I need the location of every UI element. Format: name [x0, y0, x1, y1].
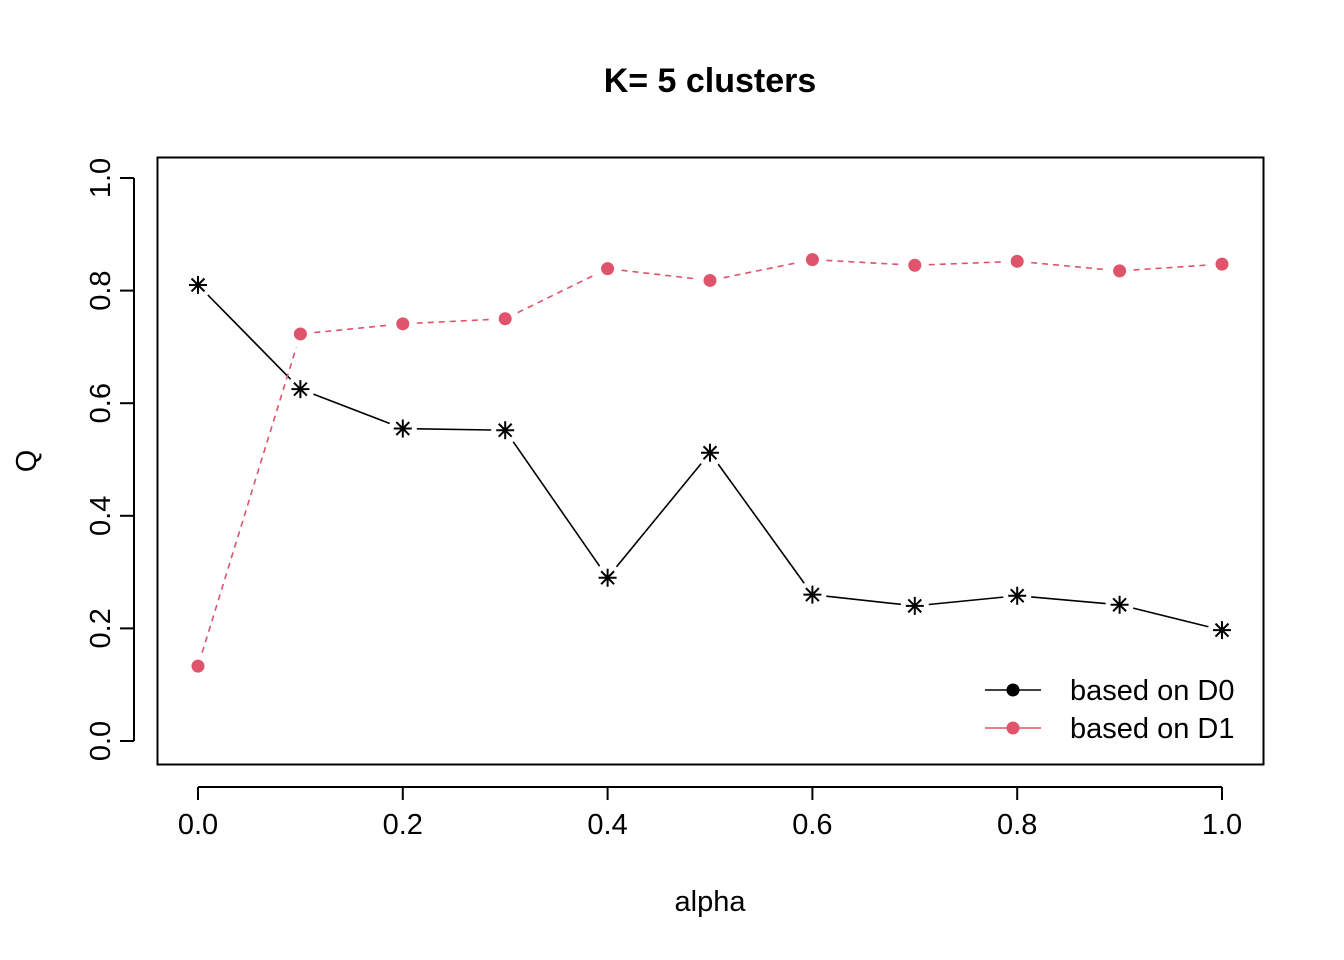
series-segment [717, 463, 805, 584]
series-segment [512, 441, 601, 567]
y-axis-label: Q [11, 450, 43, 473]
asterisk-stroke [498, 423, 513, 438]
plot-area-border [156, 156, 1265, 766]
asterisk-stroke [702, 445, 718, 460]
series-segment [1133, 264, 1209, 271]
data-point [496, 421, 515, 440]
legend-item-based-on-d0: based on D0 [985, 675, 1234, 707]
asterisk-stroke [395, 421, 410, 436]
series-based-on-d0 [189, 275, 1231, 640]
series-segment [314, 324, 389, 334]
legend: based on D0 based on D1 [985, 675, 1234, 745]
series-segment [517, 274, 596, 314]
data-point [293, 327, 307, 341]
series-segment [615, 463, 702, 568]
asterisk-stroke [190, 277, 206, 293]
asterisk-stroke [1010, 588, 1025, 603]
chart-title: K= 5 clusters [604, 62, 817, 100]
data-point [291, 380, 310, 399]
data-point [1113, 264, 1127, 278]
x-tick-label: 0.4 [587, 809, 627, 841]
data-point [189, 275, 207, 294]
series-segment [416, 318, 492, 324]
series-segment [826, 595, 901, 606]
data-point [805, 253, 819, 267]
x-tick-label: 1.0 [1202, 809, 1242, 841]
asterisk-stroke [1112, 597, 1127, 612]
series-segment [201, 347, 298, 653]
x-tick-label: 0.8 [997, 809, 1037, 841]
data-point [1010, 254, 1024, 268]
y-tick-label: 0.0 [85, 721, 117, 761]
x-axis-label: alpha [675, 886, 747, 918]
series-segment [621, 269, 697, 280]
data-point [598, 568, 617, 587]
series-segment [826, 259, 901, 266]
asterisk-stroke [907, 598, 922, 614]
x-tick-label: 0.6 [792, 809, 832, 841]
y-tick-label: 0.2 [85, 608, 117, 648]
legend-marker [1006, 683, 1020, 697]
data-point [905, 596, 924, 615]
series-segment [928, 596, 1004, 606]
series-layer [189, 253, 1231, 673]
data-point [1110, 595, 1129, 614]
y-tick-label: 0.4 [85, 496, 117, 536]
data-point [396, 317, 410, 331]
legend-label: based on D1 [1070, 713, 1234, 745]
data-point [601, 262, 615, 276]
series-segment [313, 393, 391, 425]
data-point [498, 312, 512, 326]
data-point [803, 585, 822, 604]
asterisk-stroke [805, 587, 820, 602]
asterisk-stroke [600, 570, 615, 585]
y-tick-label: 1.0 [85, 158, 117, 198]
series-segment [723, 261, 799, 279]
x-tick-label: 0.0 [178, 809, 218, 841]
series-segment [207, 294, 292, 380]
series-segment [1031, 596, 1106, 605]
legend-marker [1006, 721, 1020, 735]
series-segment [416, 427, 492, 431]
legend-label: based on D0 [1070, 675, 1234, 707]
data-point [703, 273, 717, 287]
data-point [1008, 586, 1027, 605]
data-point [1215, 257, 1229, 271]
asterisk-stroke [293, 381, 308, 397]
y-tick-label: 0.8 [85, 270, 117, 310]
data-point [393, 419, 412, 438]
legend-item-based-on-d1: based on D1 [985, 713, 1234, 745]
data-point [908, 258, 922, 272]
series-segment [1031, 261, 1106, 271]
series-segment [1132, 607, 1209, 628]
series-based-on-d1 [191, 253, 1229, 673]
data-point [191, 659, 205, 673]
y-axis: 0.0 0.2 0.4 0.6 0.8 1.0 [85, 158, 135, 761]
data-point [701, 443, 719, 462]
series-segment [928, 261, 1004, 266]
x-tick-label: 0.2 [383, 809, 423, 841]
x-axis: 0.0 0.2 0.4 0.6 0.8 1.0 [178, 786, 1242, 841]
y-tick-label: 0.6 [85, 383, 117, 423]
asterisk-stroke [1214, 622, 1230, 638]
data-point [1213, 621, 1231, 640]
